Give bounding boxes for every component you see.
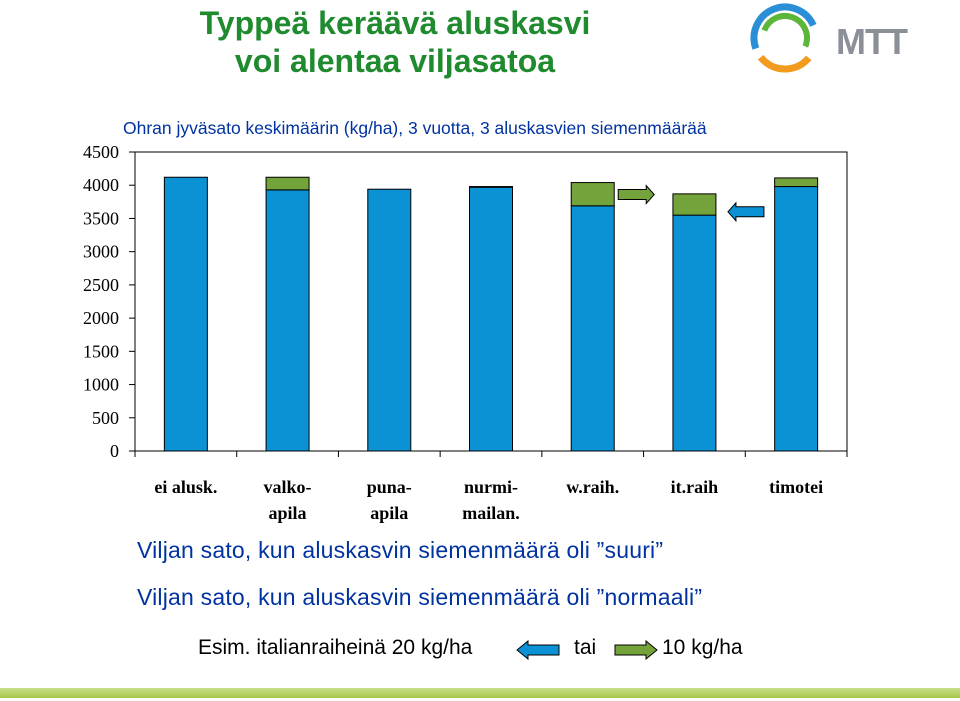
title-line-1: Typpeä keräävä aluskasvi xyxy=(199,5,591,41)
y-tick-label: 3000 xyxy=(83,242,119,262)
bar-base xyxy=(367,188,412,452)
note-normaali: Viljan sato, kun aluskasvin siemenmäärä … xyxy=(137,584,703,610)
y-tick-label: 2000 xyxy=(83,308,119,328)
bar-base xyxy=(774,186,819,452)
brand-logo-text: MTT xyxy=(836,21,908,62)
bar-top xyxy=(570,182,615,207)
mtt-logo-icon xyxy=(750,3,820,73)
bar-base xyxy=(469,186,513,452)
y-tick-label: 1500 xyxy=(83,341,119,361)
x-tick-label: nurmi-mailan. xyxy=(462,477,520,523)
page-title: Typpeä keräävä aluskasvi voi alentaa vil… xyxy=(150,4,640,80)
example-prefix: Esim. italianraiheinä 20 kg/ha xyxy=(198,636,473,659)
example-middle: tai xyxy=(574,636,597,659)
bar-base xyxy=(163,176,208,452)
y-tick-label: 1000 xyxy=(83,375,119,395)
y-tick-label: 4000 xyxy=(83,175,119,195)
arrow-right-green-icon xyxy=(614,640,658,660)
bar-base xyxy=(570,205,615,452)
bar-top xyxy=(774,177,819,188)
x-tick-label: timotei xyxy=(769,477,824,497)
y-tick-label: 4500 xyxy=(83,142,119,162)
arrow-left-annotation-icon xyxy=(727,201,765,223)
x-tick-label: w.raih. xyxy=(566,477,620,497)
note-suuri: Viljan sato, kun aluskasvin siemenmäärä … xyxy=(137,537,664,563)
example-suffix: 10 kg/ha xyxy=(662,636,743,659)
arrow-right-annotation-icon xyxy=(617,184,655,205)
title-line-2: voi alentaa viljasatoa xyxy=(234,43,556,79)
bar-top xyxy=(265,176,310,191)
chart-title: Ohran jyväsato keskimäärin (kg/ha), 3 vu… xyxy=(123,118,707,138)
arrow-left-blue-icon xyxy=(516,640,560,660)
x-tick-label: puna-apila xyxy=(366,477,412,523)
x-tick-label: ei alusk. xyxy=(154,477,218,497)
bar-top xyxy=(469,186,513,188)
y-tick-label: 500 xyxy=(92,408,119,428)
y-tick-label: 0 xyxy=(110,441,119,461)
footer-bar xyxy=(0,688,960,698)
y-tick-label: 2500 xyxy=(83,275,119,295)
x-tick-label: it.raih xyxy=(670,477,719,497)
x-tick-label: valko-apila xyxy=(263,477,312,523)
bar-top xyxy=(672,193,717,216)
y-tick-label: 3500 xyxy=(83,208,119,228)
bar-base xyxy=(672,214,717,452)
bar-base xyxy=(265,189,310,452)
